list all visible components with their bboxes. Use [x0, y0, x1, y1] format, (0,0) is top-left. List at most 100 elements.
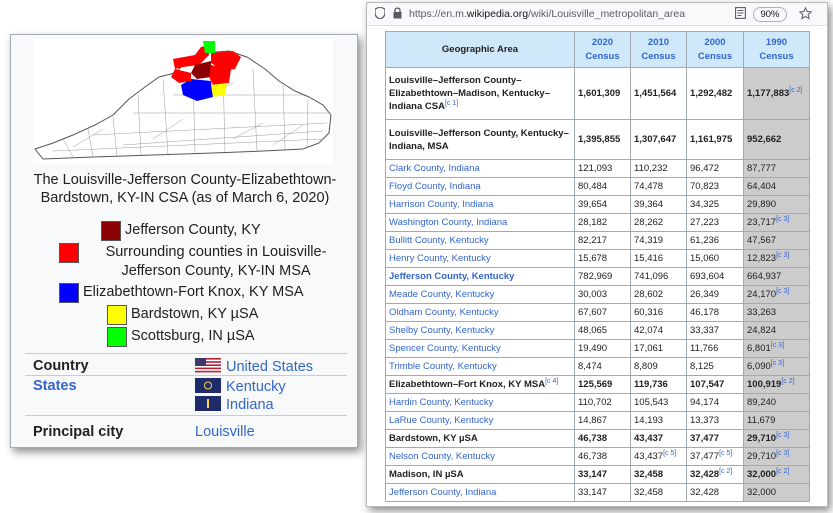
population-cell-2010: 32,458 — [630, 483, 687, 502]
shield-icon[interactable] — [374, 6, 386, 22]
county-link[interactable]: LaRue County, Kentucky — [389, 415, 494, 426]
area-name-cell[interactable]: Washington County, Indiana — [385, 213, 575, 232]
area-name-cell[interactable]: Shelby County, Kentucky — [385, 321, 575, 340]
population-cell-1990: 32,000 — [743, 483, 810, 502]
citation-note[interactable]: [c 3] — [776, 251, 790, 259]
population-cell-2000: 1,161,975 — [686, 119, 744, 160]
table-row: Bullitt County, Kentucky 82,217 74,319 61,2… — [385, 231, 810, 250]
citation-note[interactable]: [c 3] — [776, 215, 790, 223]
louisville-link[interactable]: Louisville — [195, 424, 255, 440]
kentucky-flag-icon — [195, 378, 221, 393]
area-name-cell[interactable]: Jefferson County, Kentucky — [385, 267, 575, 286]
population-value: 26,349 — [690, 289, 720, 300]
population-cell-2020: 8,474 — [574, 357, 631, 376]
bookmark-star-icon[interactable] — [798, 6, 813, 23]
legend-label: Bardstown, KY µSA — [131, 306, 259, 322]
citation-note[interactable]: [c 2] — [781, 377, 795, 385]
citation-note[interactable]: [c 2] — [719, 467, 733, 475]
population-cell-2010: 74,319 — [630, 231, 687, 250]
population-value: 24,824 — [747, 325, 777, 336]
indiana-link[interactable]: Indiana — [226, 397, 274, 413]
population-cell-1990: 24,824 — [743, 321, 810, 340]
kentucky-link[interactable]: Kentucky — [226, 379, 286, 395]
population-value: 28,602 — [634, 289, 664, 300]
population-value: 48,065 — [578, 325, 608, 336]
country-row: Country United States — [25, 353, 347, 375]
county-link[interactable]: Shelby County, Kentucky — [389, 325, 495, 336]
population-cell-1990: 29,710[c 3] — [743, 447, 810, 466]
state-kentucky: Kentucky — [195, 378, 286, 396]
citation-note[interactable]: [c 3] — [776, 287, 790, 295]
population-cell-2010: 105,543 — [630, 393, 687, 412]
area-name-cell[interactable]: Henry County, Kentucky — [385, 249, 575, 268]
population-cell-1990: 89,240 — [743, 393, 810, 412]
address-bar[interactable]: https://en.m.wikipedia.org/wiki/Louisvil… — [409, 8, 685, 20]
area-name-cell[interactable]: Trimble County, Kentucky — [385, 357, 575, 376]
citation-note[interactable]: [c 3] — [776, 449, 790, 457]
citation-note[interactable]: [c 5] — [663, 449, 677, 457]
header-2010-census[interactable]: 2010 Census — [630, 31, 687, 68]
csa-map-image[interactable] — [33, 39, 333, 164]
lock-icon[interactable] — [393, 7, 402, 22]
county-link[interactable]: Henry County, Kentucky — [389, 253, 491, 264]
header-1990-census[interactable]: 1990 Census — [743, 31, 810, 68]
area-name-cell[interactable]: Jefferson County, Indiana — [385, 483, 575, 502]
united-states-link[interactable]: United States — [226, 359, 314, 375]
population-value: 8,809 — [634, 361, 658, 372]
county-link[interactable]: Meade County, Kentucky — [389, 289, 495, 300]
county-link[interactable]: Harrison County, Indiana — [389, 199, 494, 210]
table-row: Shelby County, Kentucky 48,065 42,074 33,33… — [385, 321, 810, 340]
population-value: 33,263 — [747, 307, 777, 318]
legend-item-scottsburg: Scottsburg, IN µSA — [107, 327, 255, 347]
year-label: 2010 — [647, 36, 670, 48]
county-link[interactable]: Spencer County, Kentucky — [389, 343, 501, 354]
legend-label: Surrounding counties in Louisville-Jeffe… — [105, 244, 327, 279]
zoom-level-badge[interactable]: 90% — [753, 7, 787, 22]
reader-view-icon[interactable] — [735, 7, 746, 22]
area-name-cell[interactable]: Meade County, Kentucky — [385, 285, 575, 304]
states-label[interactable]: States — [33, 378, 77, 394]
area-name-cell[interactable]: Bullitt County, Kentucky — [385, 231, 575, 250]
population-cell-2000: 61,236 — [686, 231, 744, 250]
citation-note[interactable]: [c 4] — [545, 377, 559, 385]
table-row: LaRue County, Kentucky 14,867 14,193 13,373… — [385, 411, 810, 430]
county-link[interactable]: Nelson County, Kentucky — [389, 451, 495, 462]
header-2020-census[interactable]: 2020 Census — [574, 31, 631, 68]
header-2000-census[interactable]: 2000 Census — [686, 31, 744, 68]
population-cell-2000: 33,337 — [686, 321, 744, 340]
area-name-cell[interactable]: Clark County, Indiana — [385, 159, 575, 178]
citation-note[interactable]: [c 3] — [776, 431, 790, 439]
county-link[interactable]: Jefferson County, Indiana — [389, 487, 497, 498]
citation-note[interactable]: [c 3] — [770, 359, 785, 367]
area-name-cell[interactable]: Spencer County, Kentucky — [385, 339, 575, 358]
citation-note[interactable]: [c 5] — [719, 449, 733, 457]
population-value: 11,766 — [690, 343, 719, 354]
citation-note[interactable]: [c 3] — [770, 341, 785, 349]
population-cell-2000: 15,060 — [686, 249, 744, 268]
county-link[interactable]: Hardin County, Kentucky — [389, 397, 494, 408]
area-name: Louisville–Jefferson County, Kentucky–In… — [389, 127, 569, 152]
county-link[interactable]: Clark County, Indiana — [389, 163, 480, 174]
area-name-cell[interactable]: Harrison County, Indiana — [385, 195, 575, 214]
population-cell-1990: 23,717[c 3] — [743, 213, 810, 232]
county-link[interactable]: Trimble County, Kentucky — [389, 361, 497, 372]
area-name-cell[interactable]: LaRue County, Kentucky — [385, 411, 575, 430]
table-row: Oldham County, Kentucky 67,607 60,316 46,17… — [385, 303, 810, 322]
citation-note[interactable]: [c 2] — [776, 467, 790, 475]
population-value: 32,428 — [690, 469, 720, 480]
county-link[interactable]: Washington County, Indiana — [389, 217, 508, 228]
citation-note[interactable]: [c 1] — [444, 99, 459, 107]
county-link[interactable]: Floyd County, Indiana — [389, 181, 481, 192]
population-cell-1990: 32,000[c 2] — [743, 465, 810, 484]
population-cell-1990: 47,567 — [743, 231, 810, 250]
area-name-cell[interactable]: Floyd County, Indiana — [385, 177, 575, 196]
county-link[interactable]: Bullitt County, Kentucky — [389, 235, 489, 246]
county-link[interactable]: Oldham County, Kentucky — [389, 307, 499, 318]
population-value: 119,736 — [634, 379, 668, 390]
legend-label: Scottsburg, IN µSA — [131, 328, 255, 344]
area-name-cell[interactable]: Oldham County, Kentucky — [385, 303, 575, 322]
citation-note[interactable]: [c 2] — [789, 86, 803, 94]
area-name-cell[interactable]: Hardin County, Kentucky — [385, 393, 575, 412]
area-name-cell[interactable]: Nelson County, Kentucky — [385, 447, 575, 466]
county-link[interactable]: Jefferson County, Kentucky — [389, 271, 515, 282]
